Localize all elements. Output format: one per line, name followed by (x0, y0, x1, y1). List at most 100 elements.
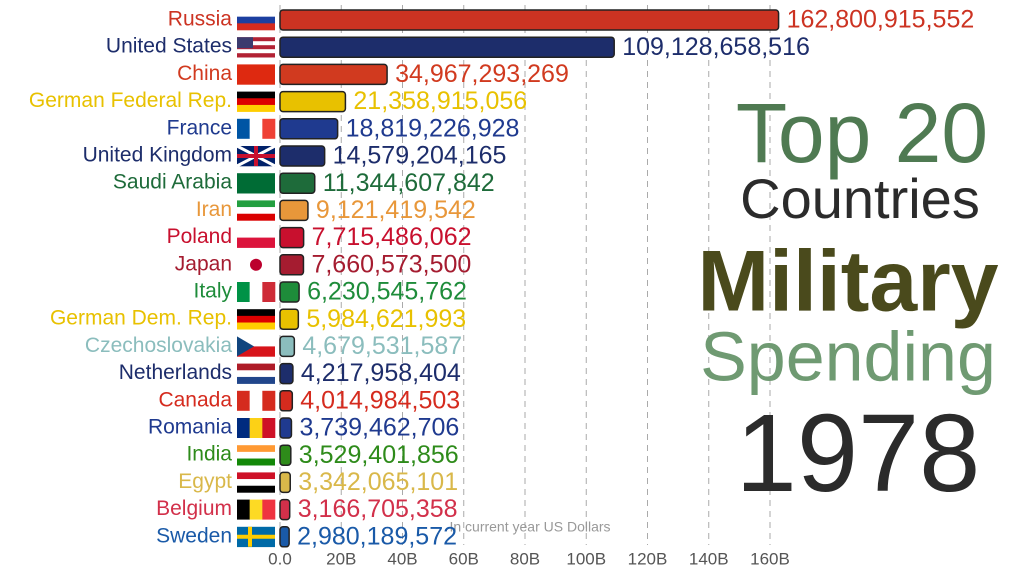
category-label: United States (106, 35, 232, 58)
value-label: 34,967,293,269 (395, 60, 569, 88)
x-tick-label: 60B (449, 549, 479, 568)
flag-stripe (237, 458, 275, 466)
category-label: Russia (168, 8, 233, 31)
bar (279, 498, 291, 521)
flag-stripe (249, 282, 263, 302)
flag-stripe (249, 118, 263, 139)
value-label: 7,660,573,500 (311, 250, 471, 278)
value-label: 6,230,545,762 (307, 278, 467, 306)
flag-stripe (237, 315, 275, 323)
flag-stripe (237, 16, 275, 24)
value-label: 4,014,984,503 (300, 386, 460, 414)
value-label: 4,679,531,587 (302, 332, 462, 360)
flag-stripe (237, 37, 275, 42)
flag-stripe (262, 390, 276, 411)
x-tick-label: 140B (689, 549, 729, 568)
flag-stripe (237, 53, 275, 58)
flag-stripe (237, 418, 250, 438)
flag-stripe (237, 91, 275, 99)
flag-stripe (237, 49, 275, 54)
category-label: Canada (158, 388, 232, 411)
flag-stripe (237, 322, 275, 330)
flag-emblem (250, 258, 262, 271)
flag-stripe (249, 390, 263, 411)
flag-stripe (249, 418, 263, 438)
bar (279, 145, 326, 167)
bar (279, 444, 292, 466)
value-label: 9,121,419,542 (316, 196, 476, 224)
flag-stripe (237, 227, 275, 238)
bar (279, 417, 293, 439)
category-label: Romania (148, 416, 232, 439)
flag-stripe (237, 363, 275, 371)
x-tick-label: 0.0 (268, 549, 292, 568)
flag-stripe (237, 346, 275, 357)
flag-emblem (237, 146, 275, 166)
bar (279, 118, 339, 140)
flag-stripe (237, 445, 275, 453)
flag-stripe (237, 41, 275, 46)
flag-stripe (249, 499, 263, 520)
flag-stripe (262, 418, 276, 438)
category-label: Egypt (178, 470, 232, 493)
x-tick-label: 80B (510, 549, 540, 568)
bar (279, 471, 291, 494)
value-label: 3,529,401,856 (299, 441, 459, 469)
flag-stripe (237, 390, 250, 411)
bar (279, 254, 305, 276)
flag-stripe (237, 173, 275, 194)
flag-stripe (237, 282, 250, 302)
category-label: Japan (175, 252, 232, 275)
bar (279, 335, 296, 358)
value-label: 109,128,658,516 (622, 33, 810, 61)
flag-stripe (237, 118, 250, 139)
flag-stripe (237, 23, 275, 31)
category-label: Belgium (156, 497, 232, 520)
bar (279, 226, 305, 249)
bar (279, 199, 309, 222)
flag-stripe (237, 370, 275, 378)
x-tick-label: 100B (566, 549, 606, 568)
flag-emblem (237, 336, 254, 357)
value-label: 3,166,705,358 (298, 495, 458, 523)
value-label: 7,715,486,062 (312, 223, 472, 251)
flag-stripe (237, 485, 275, 493)
value-label: 2,980,189,572 (297, 522, 457, 550)
x-tick-label: 160B (750, 549, 790, 568)
category-label: China (177, 62, 232, 85)
year: 1978 (736, 392, 981, 515)
category-label: India (186, 443, 232, 466)
flag-stripe (237, 309, 275, 317)
x-axis-label: In current year US Dollars (449, 519, 610, 535)
bar (279, 526, 290, 548)
flag-stripe (262, 118, 276, 139)
flag-emblem (237, 526, 275, 547)
category-label: Sweden (156, 524, 232, 547)
category-label: German Dem. Rep. (50, 307, 232, 330)
flag-stripe (237, 104, 275, 112)
title-line: Countries (740, 167, 980, 230)
value-label: 3,739,462,706 (299, 414, 459, 442)
flag-emblem (237, 37, 253, 49)
bar (279, 308, 300, 330)
bar (279, 9, 780, 31)
x-tick-label: 40B (387, 549, 417, 568)
flag-stripe (237, 213, 275, 221)
value-label: 21,358,915,056 (353, 87, 527, 115)
flag-stripe (237, 10, 275, 17)
category-label: France (167, 116, 232, 139)
flag-stripe (237, 45, 275, 50)
flag-stripe (237, 336, 275, 347)
flag-stripe (262, 499, 276, 520)
flag-stripe (237, 98, 275, 106)
flag-stripe (262, 282, 276, 302)
flag-stripe (237, 451, 275, 459)
flag-stripe (237, 376, 275, 384)
x-tick-label: 20B (326, 549, 356, 568)
category-label: United Kingdom (83, 144, 232, 167)
category-label: German Federal Rep. (29, 89, 232, 112)
flag-stripe (237, 499, 250, 520)
flag-stripe (237, 472, 275, 480)
